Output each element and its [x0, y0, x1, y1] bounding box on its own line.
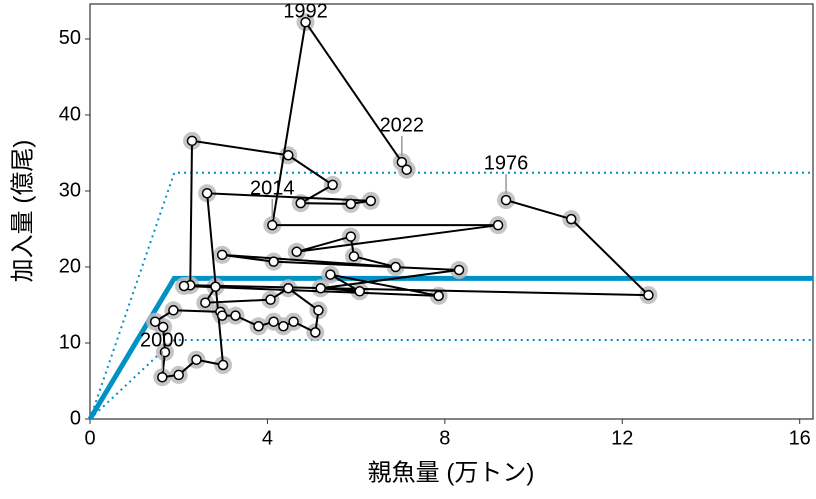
point: [348, 251, 360, 262]
y-tick-label: 40: [59, 103, 81, 125]
annotation: 2000: [140, 329, 185, 351]
point: [401, 164, 412, 175]
point: [265, 294, 276, 305]
reference-line: [87, 275, 813, 421]
point: [216, 249, 228, 261]
point: [492, 219, 504, 231]
reference-line: [89, 338, 813, 420]
point: [157, 371, 168, 383]
point: [268, 256, 279, 267]
point: [210, 281, 221, 292]
y-tick-label: 20: [59, 255, 81, 277]
point: [345, 231, 357, 242]
x-tick-label: 12: [611, 427, 633, 449]
point: [433, 290, 444, 302]
x-tick-label: 4: [262, 427, 273, 449]
point: [325, 269, 336, 280]
point: [345, 198, 357, 210]
point: [201, 188, 213, 199]
y-tick-label: 10: [59, 331, 81, 353]
point: [157, 321, 169, 333]
point: [173, 369, 184, 381]
point: [288, 316, 299, 327]
annotation: 1992: [283, 1, 328, 23]
point: [396, 156, 408, 168]
point: [313, 305, 324, 316]
point: [453, 264, 465, 276]
point: [300, 16, 311, 28]
point: [327, 179, 338, 191]
y-tick-label: 0: [70, 407, 81, 429]
point: [149, 316, 161, 327]
point: [216, 310, 228, 321]
point: [268, 316, 279, 327]
y-tick-label: 30: [59, 179, 81, 201]
point: [230, 310, 241, 321]
point: [217, 359, 229, 371]
point: [365, 195, 377, 207]
y-axis-title: 加入量 (億尾): [9, 140, 36, 283]
trajectory: [153, 19, 651, 379]
point: [566, 213, 577, 225]
x-tick-label: 8: [439, 427, 450, 449]
point: [267, 219, 278, 231]
annotation: 2022: [380, 114, 425, 136]
point: [283, 150, 294, 161]
point: [295, 197, 306, 209]
point: [253, 321, 264, 332]
point: [191, 354, 202, 365]
plot-frame: [89, 3, 814, 420]
point: [278, 321, 289, 332]
point: [178, 280, 190, 292]
annotation: 1976: [484, 152, 529, 174]
y-tick-label: 50: [59, 27, 81, 49]
point: [315, 283, 326, 294]
x-tick-label: 0: [84, 427, 95, 449]
point: [291, 246, 302, 258]
point: [643, 289, 654, 301]
point: [200, 297, 211, 308]
point: [283, 283, 294, 294]
point: [390, 261, 401, 273]
point: [354, 286, 365, 297]
reference-line: [89, 171, 813, 420]
point: [168, 305, 179, 316]
point: [500, 194, 512, 206]
x-axis-title: 親魚量 (万トン): [368, 459, 535, 486]
annotation: 2014: [250, 177, 295, 199]
x-tick-label: 16: [789, 427, 811, 449]
point: [310, 327, 321, 338]
point: [186, 135, 198, 147]
